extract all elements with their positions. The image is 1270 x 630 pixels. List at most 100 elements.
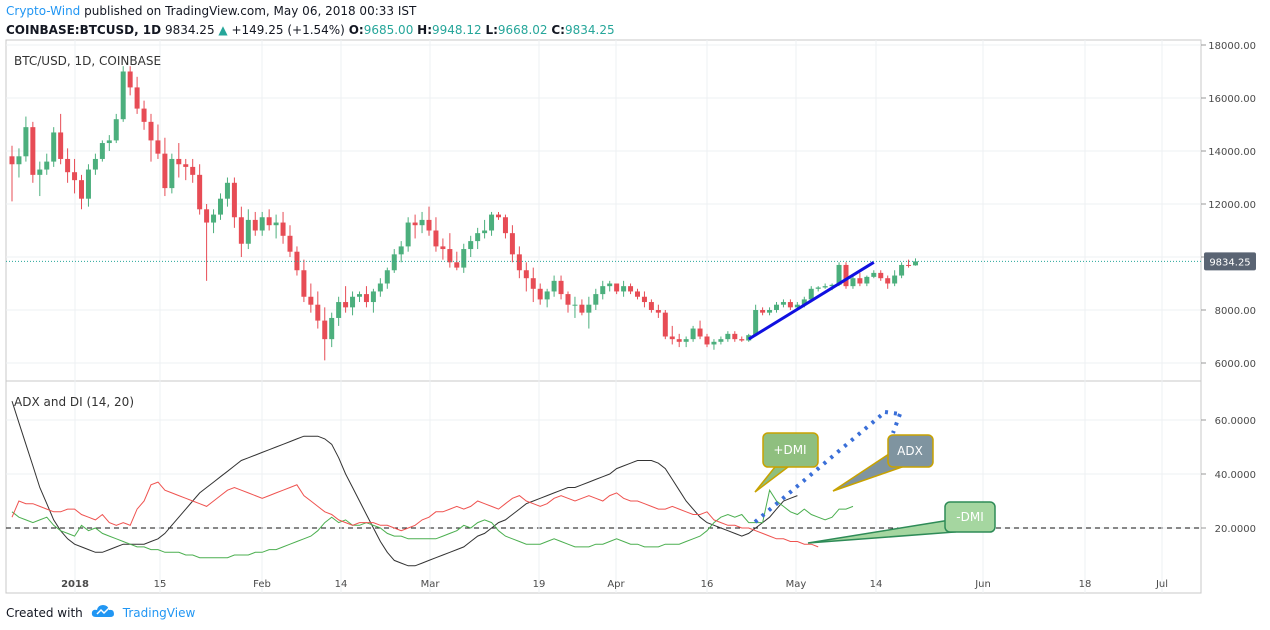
last-price-badge-label: 9834.25 — [1209, 257, 1250, 268]
candle-body — [482, 230, 488, 234]
candle-body — [579, 304, 585, 313]
candle-body — [878, 272, 884, 279]
candle-body — [169, 158, 175, 189]
candle-body — [287, 235, 293, 252]
candle — [204, 204, 210, 281]
candle — [475, 227, 481, 250]
annotations-group: +DMI ADX -DMI — [753, 410, 996, 544]
candle-body — [544, 291, 550, 300]
high-value: 9948.12 — [432, 23, 482, 37]
candle-body — [72, 172, 78, 181]
candle-body — [607, 283, 613, 287]
candle — [523, 262, 529, 292]
candle — [224, 177, 230, 207]
candle — [280, 211, 286, 244]
candle-body — [148, 121, 154, 141]
candle-body — [857, 278, 863, 284]
author-link[interactable]: Crypto-Wind — [6, 4, 81, 18]
dmi-plus-callout-label: +DMI — [773, 443, 806, 457]
candle — [79, 174, 84, 210]
candle — [780, 299, 786, 308]
candle-body — [99, 143, 105, 159]
candle — [461, 243, 467, 273]
indicator-tick-label: 60.0000 — [1215, 416, 1256, 427]
candle-body — [134, 87, 140, 109]
candle — [384, 267, 390, 289]
chart-canvas[interactable]: 18000.0016000.0014000.0012000.0010000.00… — [0, 0, 1270, 600]
candle — [329, 312, 335, 348]
candle-body — [218, 198, 223, 215]
candle — [614, 283, 620, 295]
published-text: published on TradingView.com, May 06, 20… — [84, 4, 417, 18]
candle-body — [127, 71, 133, 88]
candle-body — [704, 336, 710, 345]
candle-body — [621, 286, 627, 292]
candle-body — [92, 158, 98, 170]
price-pane[interactable] — [5, 39, 1202, 382]
time-axis[interactable]: 2018 15 Feb 14 Mar 19 Apr 16 May 14 Jun 18 Jul — [61, 579, 1168, 590]
candle-body — [572, 304, 578, 306]
candle-body — [516, 254, 522, 271]
candle-body — [906, 264, 912, 266]
candle-body — [593, 294, 599, 305]
high-label: H: — [417, 23, 432, 37]
candle-body — [600, 286, 606, 295]
candle-body — [551, 280, 557, 292]
candle — [885, 275, 891, 289]
candle-body — [760, 310, 766, 313]
candle — [273, 214, 279, 239]
candle — [565, 291, 571, 313]
candle-body — [363, 294, 369, 303]
candle-body — [489, 214, 495, 231]
up-arrow-icon: ▲ — [218, 23, 228, 37]
created-with-label: Created with — [6, 605, 83, 620]
candle-body — [51, 132, 57, 162]
candle — [120, 66, 126, 122]
candle — [72, 158, 78, 194]
candle — [683, 336, 689, 348]
candle-body — [801, 299, 807, 305]
candle — [148, 113, 154, 162]
candle-body — [683, 339, 689, 342]
candle — [363, 286, 369, 308]
candle-body — [899, 264, 905, 276]
price-axis[interactable]: 18000.0016000.0014000.0012000.0010000.00… — [1201, 41, 1256, 535]
indicator-pane[interactable] — [5, 380, 1202, 594]
candle — [586, 296, 592, 329]
tradingview-link[interactable]: TradingView — [122, 605, 196, 620]
support-trendline — [747, 261, 875, 341]
candle — [697, 320, 703, 340]
candle-body — [829, 284, 835, 287]
candle — [767, 307, 773, 316]
time-tick-label: May — [786, 579, 807, 590]
time-tick-label: 18 — [1079, 579, 1092, 590]
candle-body — [586, 304, 592, 313]
candle — [899, 262, 905, 279]
candle-body — [767, 310, 773, 313]
candle-body — [913, 261, 918, 266]
time-tick-label: Apr — [607, 579, 625, 590]
candle-body — [530, 278, 536, 289]
candle — [315, 291, 321, 329]
candle-body — [405, 222, 411, 247]
candle — [537, 283, 543, 305]
candle-body — [211, 214, 217, 223]
adx-projection-dots — [891, 413, 902, 434]
candle-body — [280, 222, 286, 236]
candle — [44, 153, 50, 175]
candle-body — [655, 310, 661, 313]
candle — [516, 246, 522, 279]
candle — [676, 333, 682, 348]
adx-callout: ADX — [832, 434, 934, 492]
candle-body — [113, 119, 119, 141]
candle-body — [106, 140, 112, 144]
candle-body — [336, 302, 342, 318]
candle-body — [412, 222, 418, 226]
candle — [864, 275, 870, 287]
candle-body — [718, 339, 724, 342]
adx-projection-dots — [884, 410, 901, 416]
adx-callout-box — [887, 434, 934, 468]
candle — [760, 307, 766, 316]
adx-callout-label: ADX — [897, 444, 923, 458]
candle-body — [322, 320, 328, 340]
